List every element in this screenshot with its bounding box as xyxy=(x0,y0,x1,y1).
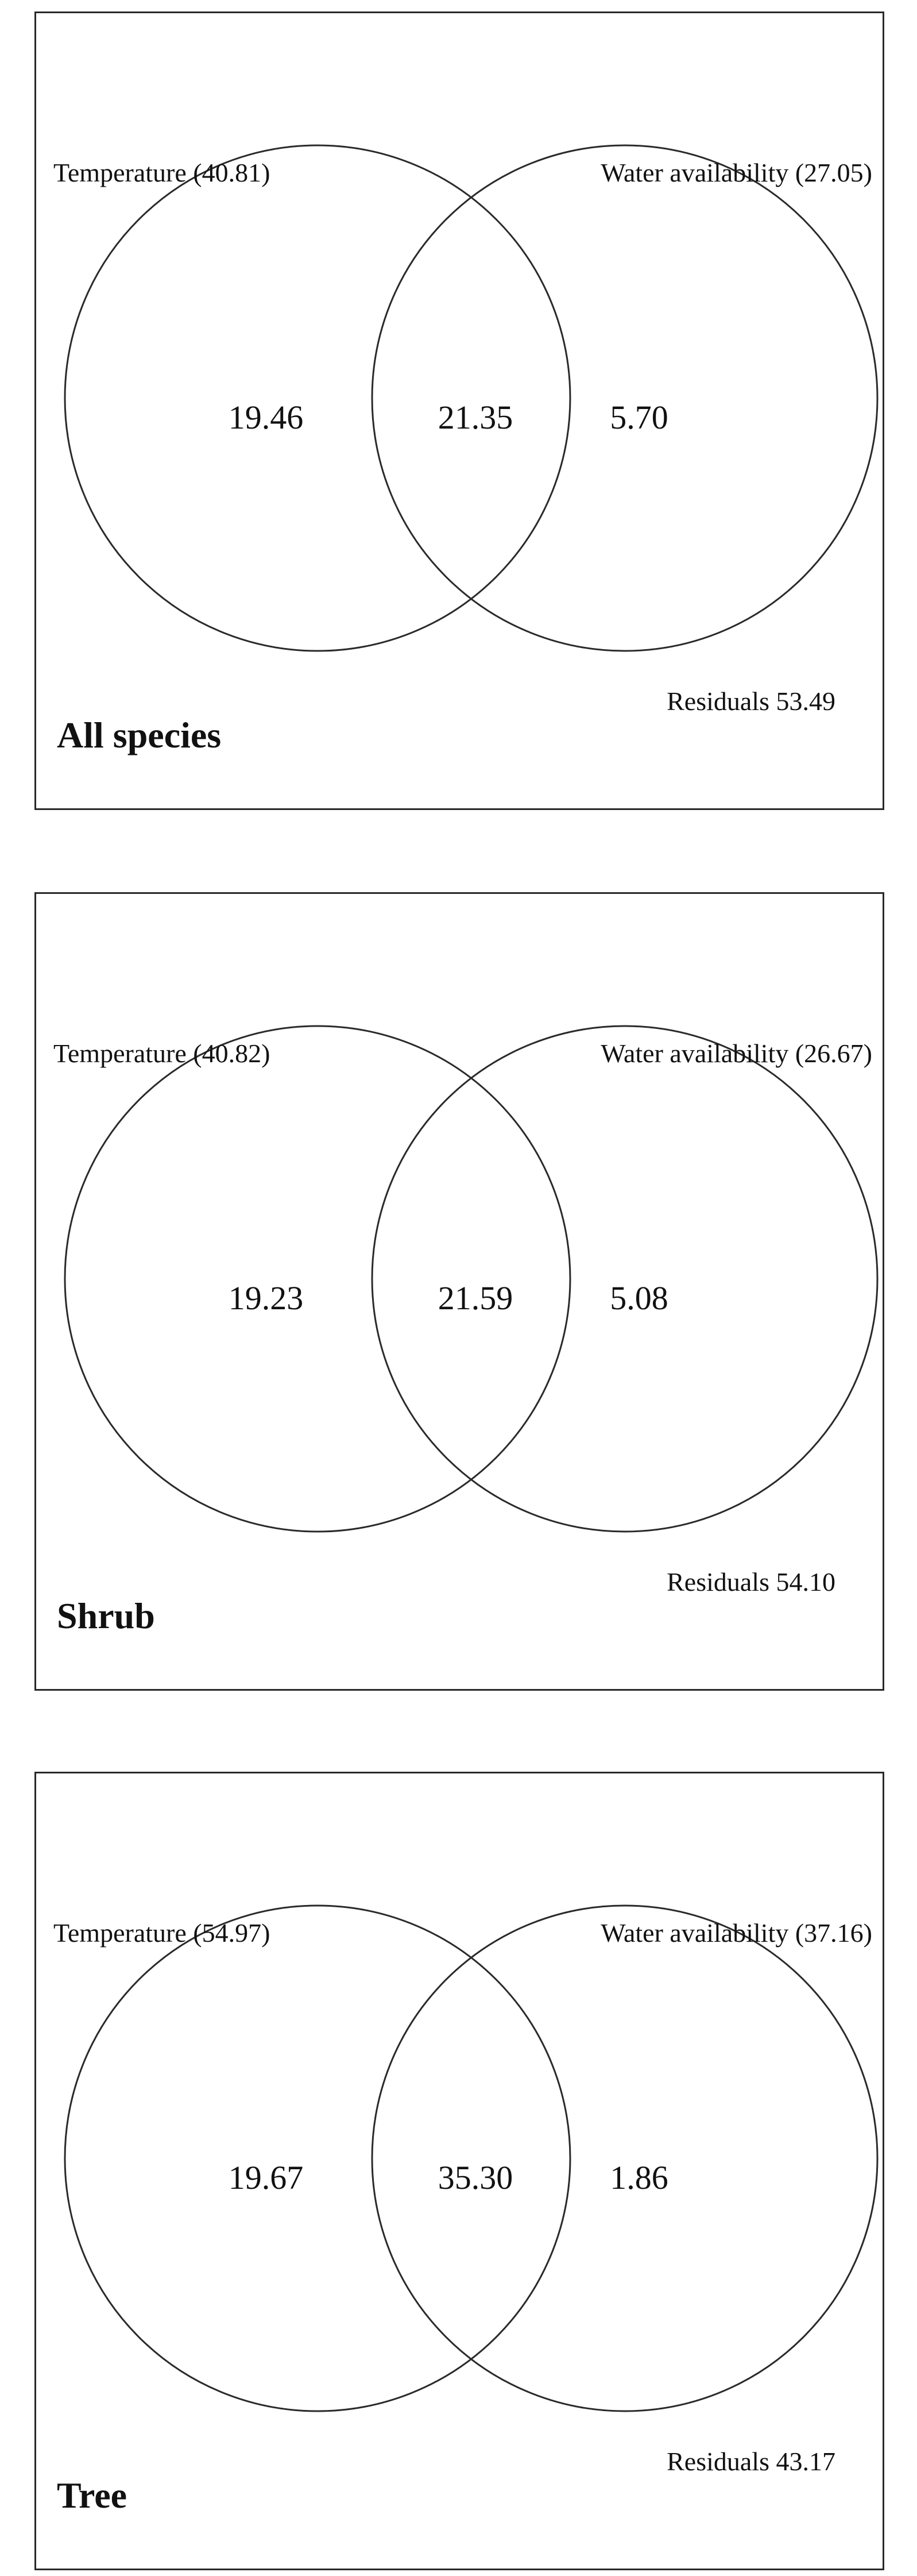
residuals-label: Residuals 53.49 xyxy=(667,687,835,716)
temperature-set-label: Temperature (40.82) xyxy=(53,1039,270,1068)
water-availability-circle xyxy=(371,1904,879,2412)
water-availability-circle xyxy=(371,1025,879,1533)
shared-overlap-value: 21.35 xyxy=(438,399,513,436)
water-availability-set-label: Water availability (37.16) xyxy=(601,1918,872,1948)
venn-circles xyxy=(64,1025,879,1533)
water-availability-set-label: Water availability (27.05) xyxy=(601,158,872,187)
residuals-label: Residuals 54.10 xyxy=(667,1567,835,1596)
temperature-only-value: 19.23 xyxy=(228,1279,304,1317)
venn-panel-shrub: Temperature (40.82) Water availability (… xyxy=(34,892,884,1691)
venn-circles xyxy=(64,1904,879,2412)
water-only-value: 5.70 xyxy=(610,399,668,436)
venn-panel-all-species: Temperature (40.81) Water availability (… xyxy=(34,11,884,810)
temperature-circle xyxy=(64,144,571,652)
water-only-value: 5.08 xyxy=(610,1279,668,1317)
water-availability-set-label: Water availability (26.67) xyxy=(601,1039,872,1068)
temperature-set-label: Temperature (54.97) xyxy=(53,1918,270,1948)
residuals-label: Residuals 43.17 xyxy=(667,2447,835,2476)
temperature-set-label: Temperature (40.81) xyxy=(53,158,270,187)
venn-panel-tree: Temperature (54.97) Water availability (… xyxy=(34,1772,884,2570)
temperature-only-value: 19.67 xyxy=(228,2159,304,2196)
temperature-circle xyxy=(64,1904,571,2412)
shared-overlap-value: 21.59 xyxy=(438,1279,513,1317)
shared-overlap-value: 35.30 xyxy=(438,2159,513,2196)
panel-title: All species xyxy=(57,715,222,755)
water-only-value: 1.86 xyxy=(610,2159,668,2196)
temperature-only-value: 19.46 xyxy=(228,399,304,436)
panel-title: Shrub xyxy=(57,1595,155,1636)
venn-circles xyxy=(64,144,879,652)
panel-title: Tree xyxy=(57,2475,127,2516)
temperature-circle xyxy=(64,1025,571,1533)
water-availability-circle xyxy=(371,144,879,652)
